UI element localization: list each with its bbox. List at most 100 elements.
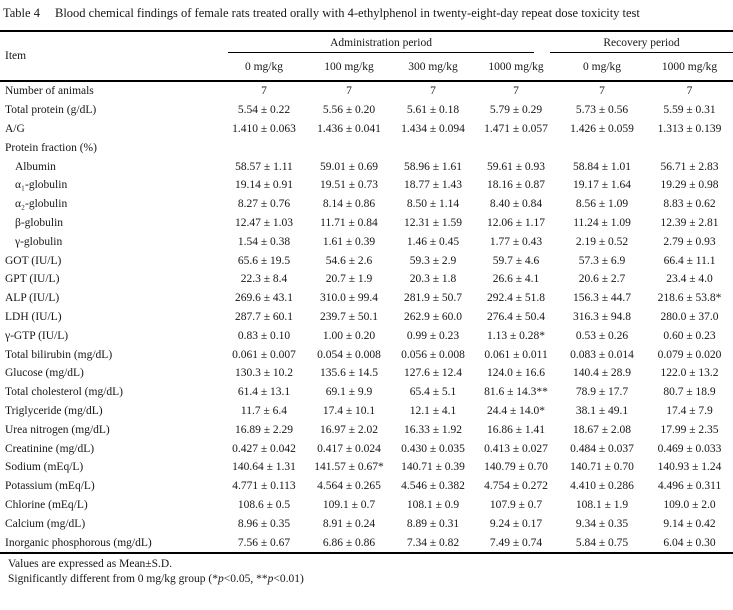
value-cell: 5.59 ± 0.31 [663, 104, 716, 117]
row-label: Triglyceride (mg/dL) [5, 404, 103, 417]
item-column-header: Item [5, 50, 27, 62]
value-cell: 11.24 ± 1.09 [573, 216, 631, 229]
value-cell: 140.79 ± 0.70 [484, 461, 548, 474]
value-cell [392, 138, 474, 157]
value-cell: 58.96 ± 1.61 [403, 160, 463, 173]
value-cell: 9.14 ± 0.42 [663, 517, 716, 530]
table-row: LDH (IU/L) 287.7 ± 60.1 239.7 ± 50.1 262.9 … [0, 308, 733, 327]
value-cell: 19.14 ± 0.91 [234, 179, 294, 192]
value-cell: 54.6 ± 2.6 [325, 254, 373, 267]
value-cell: 124.0 ± 16.6 [486, 367, 546, 380]
row-label: A/G [5, 122, 25, 135]
value-cell: 58.84 ± 1.01 [572, 160, 632, 173]
row-label: Potassium (mEq/L) [5, 480, 95, 493]
value-cell: 7.49 ± 0.74 [489, 536, 543, 549]
value-cell: 292.4 ± 51.8 [486, 292, 546, 305]
value-cell: 5.73 ± 0.56 [575, 104, 629, 117]
blood-chemistry-table: Item Administration period Recovery peri… [0, 30, 733, 554]
value-cell: 108.1 ± 1.9 [575, 498, 629, 511]
row-label: β-globulin [15, 216, 64, 229]
value-cell: 1.471 ± 0.057 [484, 122, 548, 135]
value-cell: 16.33 ± 1.92 [403, 423, 463, 436]
row-label: Protein fraction (%) [5, 141, 97, 154]
value-cell: 59.7 ± 4.6 [492, 254, 540, 267]
value-cell: 0.469 ± 0.033 [657, 442, 722, 455]
value-cell: 24.4 ± 14.0* [486, 404, 546, 417]
value-cell: 5.79 ± 0.29 [489, 104, 543, 117]
value-cell: 1.436 ± 0.041 [317, 122, 381, 135]
footnotes: Values are expressed as Mean±S.D. Signif… [0, 554, 733, 587]
value-cell: 0.417 ± 0.024 [317, 442, 381, 455]
dose-header-recovery-1000: 1000 mg/kg [661, 60, 718, 73]
value-cell: 8.83 ± 0.62 [663, 198, 716, 211]
value-cell: 239.7 ± 50.1 [319, 310, 379, 323]
table-header: Item Administration period Recovery peri… [0, 31, 733, 81]
value-cell: 280.0 ± 37.0 [660, 310, 719, 323]
table-row: α₁-globulin 19.14 ± 0.91 19.51 ± 0.73 18.77… [0, 176, 733, 195]
table-row: Creatinine (mg/dL) 0.427 ± 0.042 0.417 ± 0… [0, 439, 733, 458]
value-cell: 23.4 ± 4.0 [666, 273, 713, 286]
table-row: Urea nitrogen (mg/dL) 16.89 ± 2.29 16.97 ±… [0, 420, 733, 439]
row-label: Glucose (mg/dL) [5, 367, 84, 380]
value-cell: 130.3 ± 10.2 [234, 367, 294, 380]
value-cell: 57.3 ± 6.9 [578, 254, 626, 267]
table-row: Glucose (mg/dL) 130.3 ± 10.2 135.6 ± 14.5 1… [0, 364, 733, 383]
row-label: Total bilirubin (mg/dL) [5, 348, 113, 361]
row-label: Chlorine (mEq/L) [5, 498, 88, 511]
value-cell: 17.4 ± 7.9 [666, 404, 713, 417]
value-cell: 109.0 ± 2.0 [663, 498, 716, 511]
value-cell: 5.61 ± 0.18 [406, 104, 460, 117]
value-cell: 19.29 ± 0.98 [660, 179, 719, 192]
value-cell: 0.83 ± 0.10 [237, 329, 291, 342]
recovery-period-label: Recovery period [550, 37, 733, 53]
table-row: GPT (IU/L) 22.3 ± 8.4 20.7 ± 1.9 20.3 ± 1.8… [0, 270, 733, 289]
value-cell: 140.71 ± 0.70 [570, 461, 634, 474]
value-cell: 8.89 ± 0.31 [406, 517, 460, 530]
value-cell: 8.27 ± 0.76 [237, 198, 291, 211]
value-cell: 140.93 ± 1.24 [657, 461, 722, 474]
value-cell: 20.6 ± 2.7 [578, 273, 626, 286]
value-cell: 4.771 ± 0.113 [232, 480, 296, 493]
value-cell: 26.6 ± 4.1 [492, 273, 540, 286]
value-cell: 59.3 ± 2.9 [409, 254, 457, 267]
table-caption: Table 4 Blood chemical findings of femal… [0, 0, 733, 21]
value-cell: 0.413 ± 0.027 [484, 442, 548, 455]
value-cell: 127.6 ± 12.4 [403, 367, 463, 380]
value-cell: 108.1 ± 0.9 [406, 498, 460, 511]
value-cell: 61.4 ± 13.1 [237, 386, 291, 399]
value-cell: 12.47 ± 1.03 [234, 216, 294, 229]
value-cell [646, 138, 733, 157]
administration-period-label: Administration period [228, 37, 535, 53]
value-cell: 310.0 ± 99.4 [319, 292, 379, 305]
dose-header-admin-1000: 1000 mg/kg [488, 60, 544, 73]
value-cell: 281.9 ± 50.7 [403, 292, 463, 305]
value-cell [474, 138, 558, 157]
value-cell: 4.564 ± 0.265 [317, 480, 381, 493]
table-row: α₂-globulin 8.27 ± 0.76 8.14 ± 0.86 8.50 ± … [0, 195, 733, 214]
value-cell: 0.083 ± 0.014 [570, 348, 634, 361]
value-cell: 156.3 ± 44.7 [572, 292, 632, 305]
value-cell: 16.97 ± 2.02 [319, 423, 379, 436]
value-cell: 1.434 ± 0.094 [401, 122, 465, 135]
value-cell: 109.1 ± 0.7 [322, 498, 376, 511]
value-cell [306, 138, 392, 157]
dose-header-admin-100: 100 mg/kg [324, 60, 374, 73]
value-cell: 16.89 ± 2.29 [234, 423, 294, 436]
row-label: GOT (IU/L) [5, 254, 62, 267]
value-cell: 4.410 ± 0.286 [570, 480, 634, 493]
row-label: Albumin [15, 160, 56, 173]
row-label: ALP (IU/L) [5, 292, 60, 305]
value-cell: 58.57 ± 1.11 [235, 160, 293, 173]
value-cell: 316.3 ± 94.8 [572, 310, 632, 323]
table-body: Number of animals 7 7 7 7 7 7 Total protein (g/… [0, 81, 733, 553]
table-number: Table 4 [3, 6, 40, 20]
value-cell: 81.6 ± 14.3** [484, 386, 548, 399]
row-label: LDH (IU/L) [5, 310, 62, 323]
value-cell: 59.61 ± 0.93 [486, 160, 546, 173]
value-cell: 0.484 ± 0.037 [570, 442, 634, 455]
value-cell: 140.71 ± 0.39 [401, 461, 465, 474]
value-cell: 2.19 ± 0.52 [575, 235, 629, 248]
value-cell: 2.79 ± 0.93 [663, 235, 716, 248]
value-cell: 22.3 ± 8.4 [240, 273, 288, 286]
table-row: Total bilirubin (mg/dL) 0.061 ± 0.007 0.05… [0, 345, 733, 364]
